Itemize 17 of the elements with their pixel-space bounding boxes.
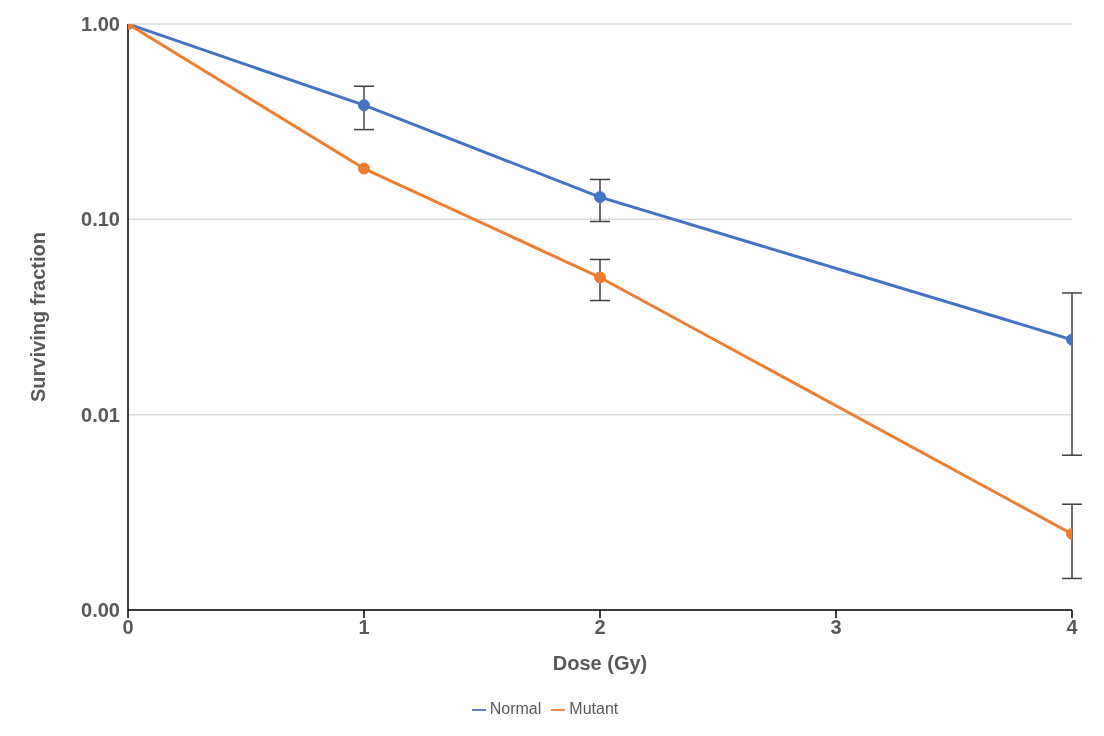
x-tick-label: 4 xyxy=(1066,616,1079,639)
x-tick-label: 3 xyxy=(830,616,842,639)
y-tick-label: 0.10 xyxy=(81,208,120,231)
point xyxy=(594,191,606,204)
x-tick-label: 0 xyxy=(122,616,134,639)
x-tick-label: 2 xyxy=(594,616,606,639)
x-tick-label: 1 xyxy=(358,616,370,639)
legend-label: Mutant xyxy=(569,700,619,717)
y-tick-label: 0.00 xyxy=(81,599,120,622)
point xyxy=(358,162,370,175)
y-axis-title: Surviving fraction xyxy=(27,231,50,403)
point xyxy=(358,99,370,112)
y-tick-label: 1.00 xyxy=(81,13,120,36)
legend-label: Normal xyxy=(489,700,542,717)
y-tick-label: 0.01 xyxy=(81,403,120,426)
x-axis-title: Dose (Gy) xyxy=(552,652,648,674)
point xyxy=(594,271,606,284)
